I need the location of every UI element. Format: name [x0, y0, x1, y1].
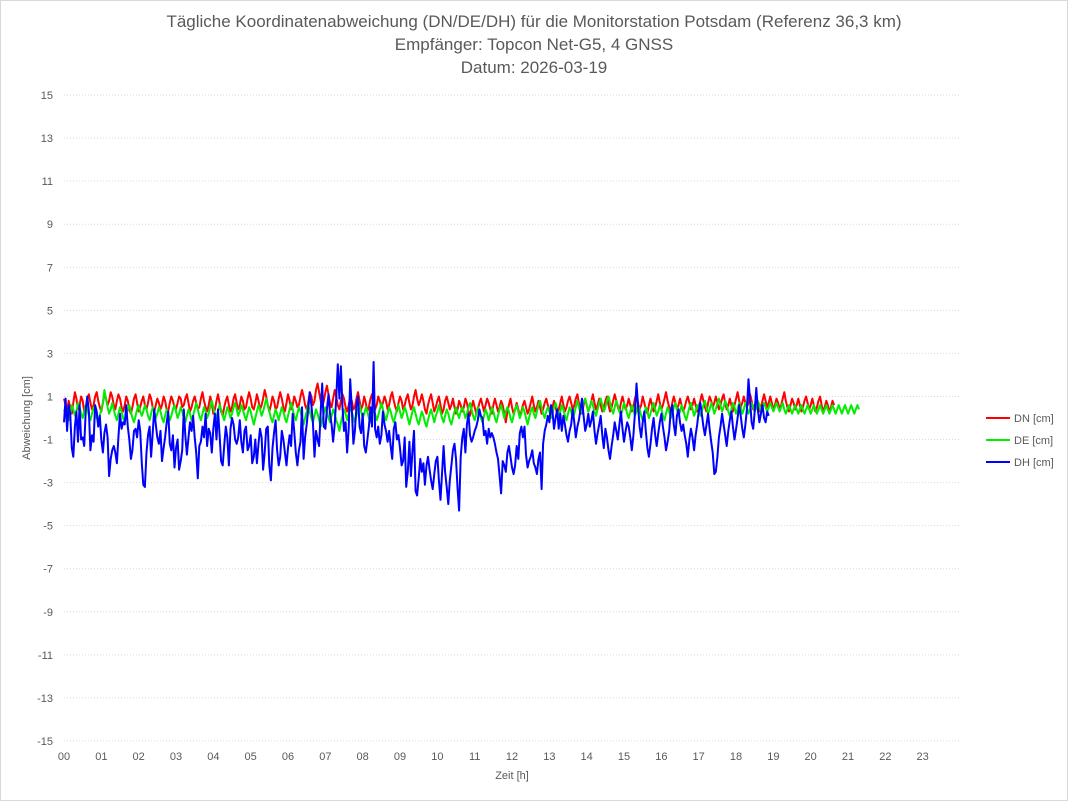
x-tick-label: 11 [469, 751, 480, 763]
legend-label: DH [cm] [1014, 457, 1054, 469]
y-tick-label: 5 [47, 305, 53, 317]
x-tick-label: 16 [655, 751, 667, 763]
y-tick-label: 7 [47, 262, 53, 274]
x-tick-label: 23 [917, 751, 929, 763]
x-tick-label: 03 [170, 751, 182, 763]
x-tick-label: 17 [693, 751, 705, 763]
y-tick-label: -7 [43, 564, 53, 576]
x-tick-label: 07 [319, 751, 331, 763]
y-tick-label: -5 [43, 521, 53, 533]
x-tick-label: 09 [394, 751, 406, 763]
x-tick-label: 02 [133, 751, 145, 763]
series-line-dn [63, 382, 836, 424]
series-line-de [63, 389, 860, 432]
gridlines [64, 94, 960, 742]
x-tick-label: 06 [282, 751, 294, 763]
y-tick-label: -11 [38, 650, 53, 662]
y-tick-label: 1 [47, 391, 53, 403]
x-tick-label: 20 [805, 751, 817, 763]
x-tick-label: 18 [730, 751, 742, 763]
x-tick-label: 13 [543, 751, 555, 763]
x-tick-label: 04 [207, 751, 219, 763]
x-tick-label: 22 [879, 751, 891, 763]
x-tick-label: 19 [767, 751, 779, 763]
legend-label: DN [cm] [1014, 413, 1054, 425]
plot-area [63, 361, 860, 512]
y-tick-label: -3 [43, 478, 53, 490]
y-tick-label: 15 [41, 90, 53, 102]
x-tick-label: 10 [431, 751, 443, 763]
chart-subtitle-receiver: Empfänger: Topcon Net-G5, 4 GNSS [394, 35, 674, 54]
legend-label: DE [cm] [1014, 435, 1053, 447]
y-tick-label: -1 [43, 435, 53, 447]
x-tick-label: 12 [506, 751, 518, 763]
series-line-dh [63, 361, 770, 512]
y-tick-label: 3 [47, 348, 53, 360]
x-tick-label: 05 [245, 751, 257, 763]
y-tick-labels: 15 13 11 9 7 5 3 1 -1 -3 -5 -7 -9 -11 -13 -15 [37, 90, 53, 748]
x-tick-label: 00 [58, 751, 70, 763]
legend: DN [cm] DE [cm] DH [cm] [986, 413, 1054, 469]
y-tick-label: -15 [37, 736, 53, 748]
y-tick-label: -9 [43, 607, 53, 619]
x-axis-label: Zeit [h] [495, 770, 529, 782]
y-tick-label: 11 [42, 176, 53, 188]
x-tick-label: 01 [95, 751, 107, 763]
chart-title: Tägliche Koordinatenabweichung (DN/DE/DH… [166, 12, 902, 31]
x-tick-label: 08 [357, 751, 369, 763]
y-tick-label: -13 [37, 693, 53, 705]
y-axis-label: Abweichung [cm] [21, 376, 33, 460]
y-tick-label: 13 [41, 133, 53, 145]
x-tick-label: 21 [842, 751, 854, 763]
chart-subtitle-date: Datum: 2026-03-19 [460, 58, 608, 77]
x-tick-label: 15 [618, 751, 630, 763]
x-tick-label: 14 [581, 751, 593, 763]
x-tick-labels: 00 01 02 03 04 05 06 07 08 09 10 11 12 13 14 15 16 17 18 19… [58, 751, 929, 763]
y-tick-label: 9 [47, 219, 53, 231]
